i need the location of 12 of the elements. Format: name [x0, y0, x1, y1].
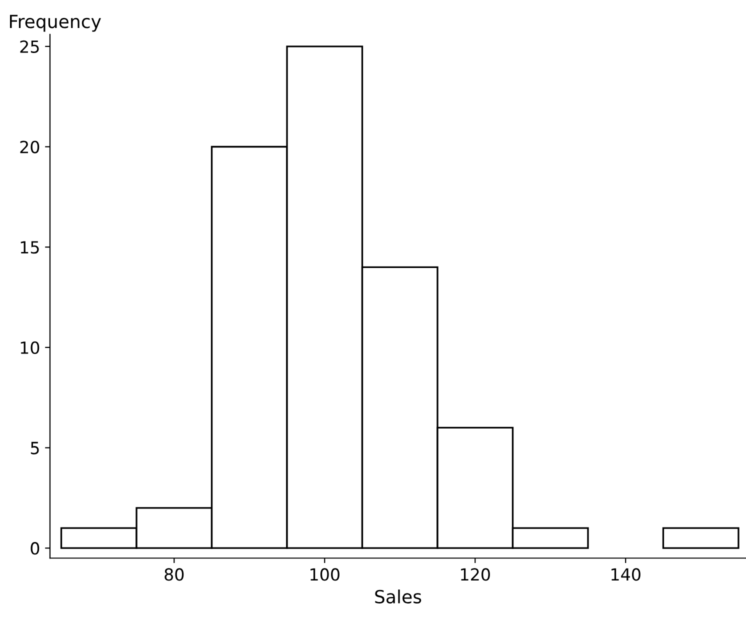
- y-axis-title: Frequency: [10, 14, 101, 32]
- y-tick-label: 5: [30, 442, 39, 454]
- x-tick-label: 140: [612, 568, 640, 581]
- y-tick-label: 0: [30, 542, 40, 555]
- x-tick-label: 100: [310, 568, 340, 581]
- y-tick-label: 25: [20, 40, 39, 53]
- y-tick-label: 20: [20, 140, 40, 154]
- y-tick-label: 10: [20, 341, 40, 354]
- x-tick-label: 120: [461, 568, 490, 581]
- y-tick-label: 15: [20, 241, 39, 254]
- x-tick-label: 80: [164, 568, 184, 581]
- x-axis-title: Sales: [375, 590, 422, 604]
